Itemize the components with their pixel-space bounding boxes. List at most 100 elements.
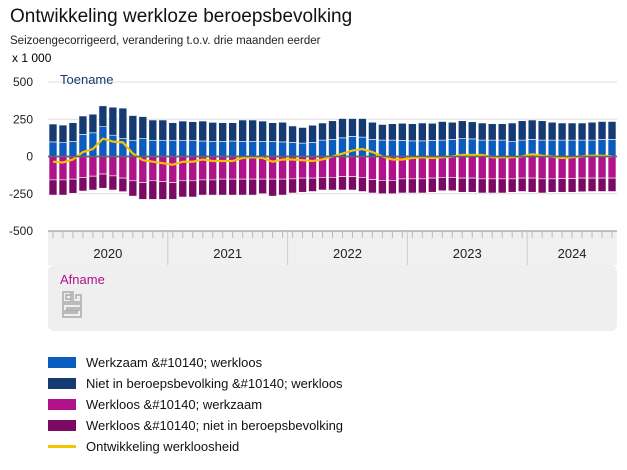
bar-segment [557,178,567,193]
bar-segment [517,120,527,141]
bar-segment [457,120,467,139]
x-tick-label: 2022 [333,246,362,261]
bar-segment [218,122,227,142]
bar-segment [358,136,367,157]
bar-segment [148,139,158,157]
bar-segment [318,122,327,141]
bar-segment [188,139,198,157]
bar-segment [148,180,158,200]
bar-segment [268,141,277,157]
bar-segment [308,124,317,143]
legend-swatch [48,357,76,368]
bar-segment [368,156,377,180]
bar-segment [378,139,387,157]
y-tick-label: 0 [26,150,33,164]
bar-segment [138,116,148,139]
bar-segment [148,119,158,141]
bar-segment [587,156,597,179]
bar-segment [88,156,98,177]
bar-segment [517,156,527,179]
bar-segment [158,139,168,157]
legend-item[interactable]: Werkzaam &#10140; werkloos [48,355,262,370]
bar-segment [358,118,367,138]
legend-label: Werkzaam &#10140; werkloos [86,355,263,370]
bar-segment [348,176,357,191]
bar-segment [288,178,297,194]
bar-segment [158,156,168,182]
bar-segment [288,125,297,143]
bar-segment [48,123,58,143]
bar-segment [68,141,78,157]
legend-label: Werkloos &#10140; niet in beroepsbevolki… [86,418,344,433]
bar-segment [208,179,218,196]
legend-item[interactable]: Werkloos &#10140; werkzaam [48,397,262,412]
bar-segment [208,141,218,157]
bar-segment [198,120,208,142]
bar-segment [108,134,118,157]
bar-segment [88,175,98,191]
legend-item[interactable]: Werkloos &#10140; niet in beroepsbevolki… [48,418,343,433]
afname-panel [48,265,617,331]
bar-segment [467,156,477,179]
bar-segment [78,156,88,178]
bar-segment [547,178,557,193]
bar-segment [537,139,547,157]
bar-segment [398,122,407,141]
bar-segment [278,141,287,157]
bar-segment [68,122,78,142]
bar-segment [78,177,88,192]
bar-segment [457,156,467,179]
bar-segment [577,122,587,141]
bar-segment [218,178,227,196]
bar-segment [567,122,577,141]
bar-segment [108,175,118,191]
afname-label: Afname [60,272,105,287]
bar-segment [118,156,128,179]
bar-segment [58,124,68,143]
bar-segment [557,122,567,141]
bar-segment [248,141,257,157]
bar-segment [477,178,487,194]
bar-segment [168,182,178,200]
bar-segment [577,177,587,193]
y-tick-label: -250 [9,187,33,201]
bar-segment [398,140,407,157]
bar-segment [507,178,517,193]
bar-segment [98,105,108,127]
bar-segment [328,156,337,178]
bar-segment [447,121,457,140]
bar-segment [567,156,577,179]
bar-segment [527,156,537,179]
bar-segment [438,139,447,157]
x-tick-label: 2023 [453,246,482,261]
bar-segment [358,156,367,178]
bar-segment [467,177,477,193]
bar-segment [58,156,68,181]
chart-title: Ontwikkeling werkloze beroepsbevolking [10,6,353,27]
legend-item[interactable]: Niet in beroepsbevolking &#10140; werklo… [48,376,343,391]
bar-segment [547,156,557,180]
bar-segment [547,121,557,141]
bar-segment [228,140,237,157]
bar-segment [497,178,507,194]
bar-segment [128,156,138,182]
bar-segment [258,120,267,142]
bar-segment [168,156,178,183]
bar-segment [338,156,347,177]
bar-segment [497,123,507,141]
bar-segment [298,142,307,157]
bar-segment [348,136,357,157]
bar-segment [607,139,617,157]
bar-segment [178,156,188,182]
bar-segment [78,115,88,135]
bar-segment [178,180,188,198]
bar-segment [607,121,617,140]
legend-item[interactable]: Ontwikkeling werkloosheid [48,439,239,454]
bar-segment [68,178,78,194]
bar-segment [258,141,267,157]
legend-label: Ontwikkeling werkloosheid [86,439,240,454]
bar-segment [587,121,597,141]
bar-segment [308,142,317,157]
bar-segment [517,177,527,192]
bar-segment [178,120,188,141]
